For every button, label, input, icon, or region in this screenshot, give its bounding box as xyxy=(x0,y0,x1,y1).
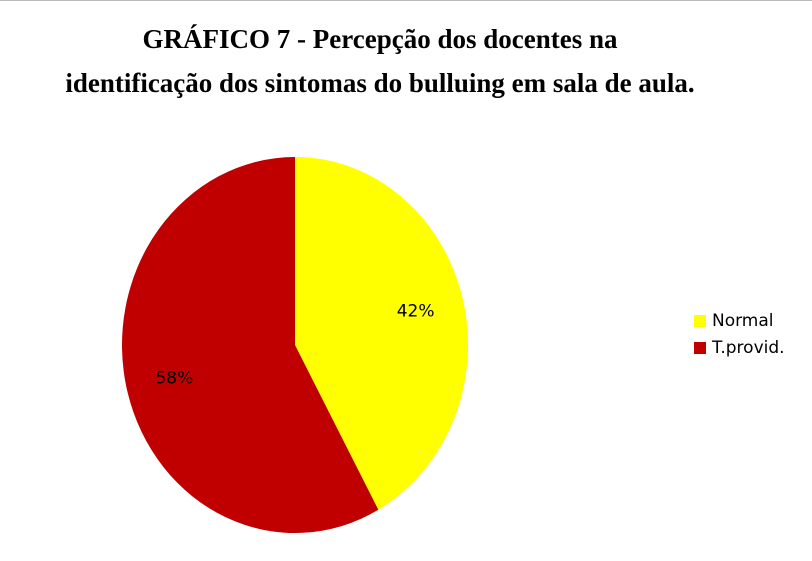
data-label: 42% xyxy=(397,301,435,321)
data-label: 58% xyxy=(155,369,193,389)
pie-slice xyxy=(122,157,379,533)
chart-title: identificação dos sintomas do bulluing e… xyxy=(65,68,694,98)
legend-swatch xyxy=(694,315,706,327)
legend-label: T.provid. xyxy=(711,338,785,358)
legend-swatch xyxy=(694,342,706,354)
legend-label: Normal xyxy=(712,311,774,331)
chart-title: GRÁFICO 7 - Percepção dos docentes na xyxy=(143,24,618,54)
pie-slice xyxy=(295,157,469,510)
